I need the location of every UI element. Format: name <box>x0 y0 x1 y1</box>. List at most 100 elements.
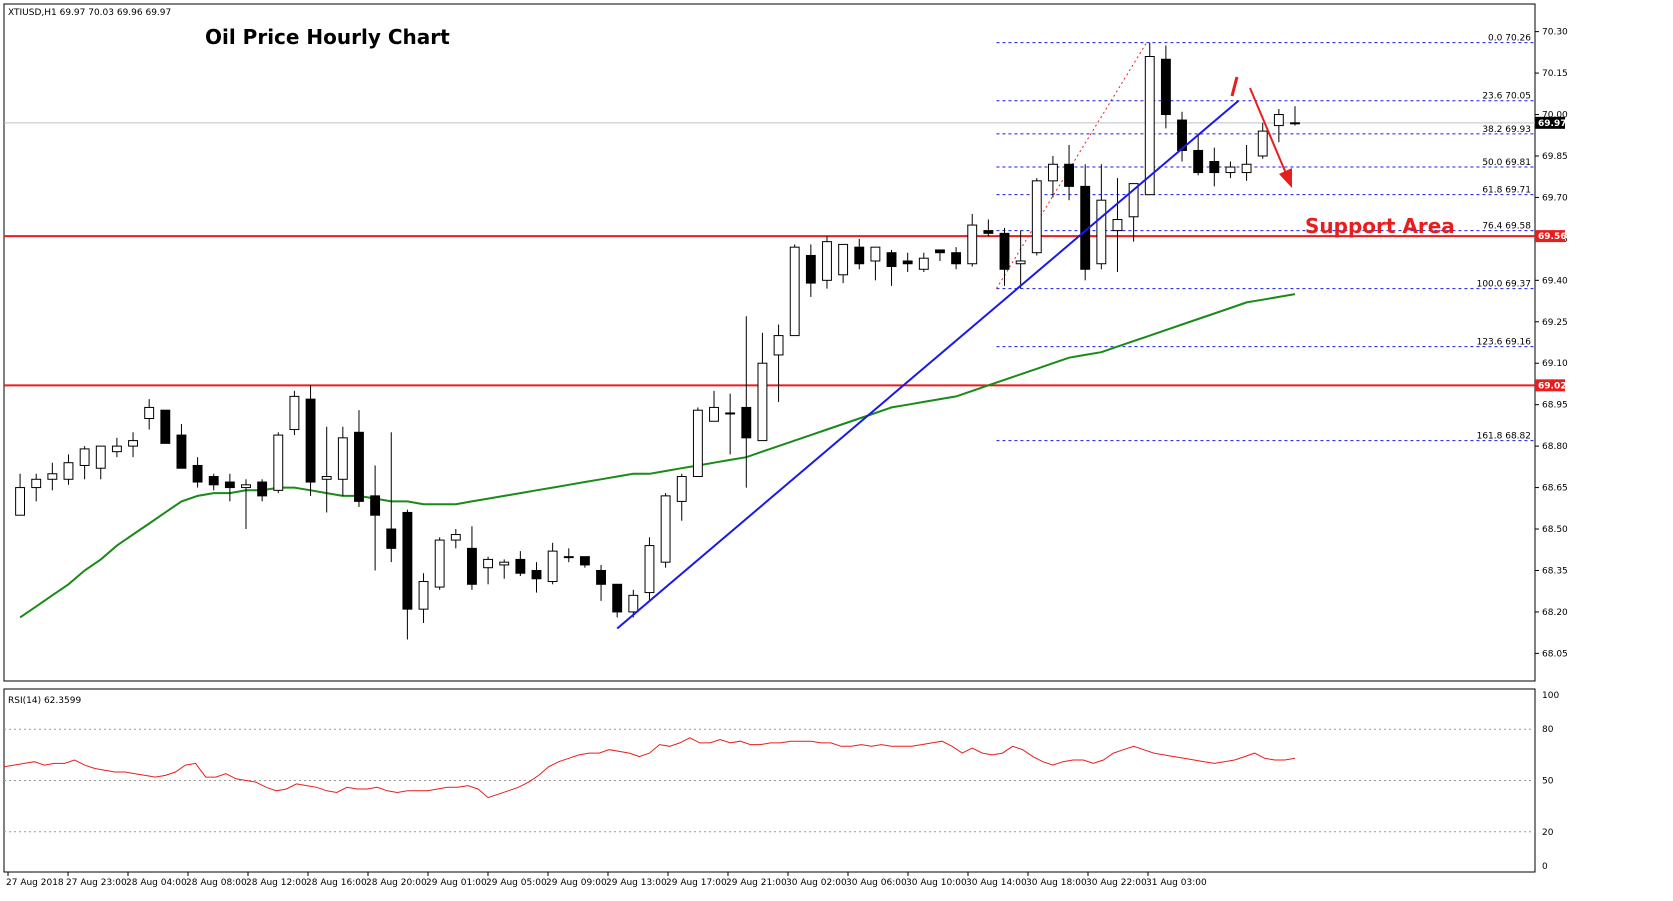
trendline-group <box>616 99 1240 630</box>
fib-label: 161.8 68.82 <box>1477 432 1531 442</box>
y-tick-label: 70.00 <box>1542 111 1568 121</box>
candle-body <box>160 409 171 444</box>
candle <box>434 537 445 590</box>
candle-body <box>854 246 865 265</box>
candle <box>79 446 90 480</box>
candle <box>1241 144 1252 181</box>
candle <box>1225 161 1236 179</box>
fib-label: 0.0 70.26 <box>1488 34 1531 44</box>
candle <box>741 316 752 488</box>
candle <box>257 479 268 502</box>
candle-body <box>676 476 687 502</box>
chart-title: Oil Price Hourly Chart <box>205 25 450 49</box>
candle <box>596 564 606 601</box>
x-tick-label: 31 Aug 03:00 <box>1146 878 1207 888</box>
candle-body <box>805 254 816 284</box>
candle <box>144 399 155 430</box>
candle <box>951 247 962 270</box>
fibonacci-levels: 0.0 70.26 23.6 70.05 38.2 69.93 50.0 69.81 6… <box>4 34 1535 442</box>
candle-body <box>418 581 429 610</box>
x-tick-label: 29 Aug 17:00 <box>666 878 727 888</box>
candle-body <box>886 252 897 268</box>
candle-body <box>1047 163 1058 182</box>
support-price-box <box>1535 230 1565 243</box>
candle-body <box>612 583 623 613</box>
candle <box>370 465 381 571</box>
candle <box>47 462 58 491</box>
candle-body <box>434 539 445 588</box>
candle <box>1290 106 1300 126</box>
y-tick-label: 69.10 <box>1542 359 1568 369</box>
candle-body <box>224 481 235 489</box>
x-tick-label: 28 Aug 04:00 <box>126 878 187 888</box>
candle-body <box>660 495 671 563</box>
candle <box>870 246 881 281</box>
fib-label: 61.8 69.71 <box>1482 186 1531 196</box>
candle <box>692 407 703 478</box>
candle-body <box>902 260 913 265</box>
candle <box>192 457 203 488</box>
candle <box>111 437 122 458</box>
candle <box>1273 109 1284 143</box>
y-tick-label: 70.30 <box>1542 28 1568 38</box>
candle-body <box>257 481 268 497</box>
candle-body <box>128 440 138 447</box>
horizontal-support-lines <box>4 235 1535 387</box>
main-panel-frame <box>3 3 1536 682</box>
candle <box>1209 147 1220 187</box>
candle-body <box>1177 119 1187 151</box>
x-tick-label: 27 Aug 2018 <box>6 878 64 888</box>
candle <box>273 432 284 494</box>
candle <box>547 542 558 585</box>
candle-body <box>273 434 284 491</box>
candle <box>305 385 316 496</box>
rsi-label: RSI(14) 62.3599 <box>8 696 81 706</box>
candle <box>1160 45 1171 129</box>
candle <box>1177 111 1187 162</box>
candle <box>31 473 42 502</box>
candle <box>63 454 74 485</box>
candle-body <box>63 462 74 480</box>
candle-body <box>241 484 251 489</box>
candle <box>321 426 332 513</box>
candle-body <box>1160 58 1171 116</box>
candle-body <box>31 478 42 489</box>
candle-body <box>1290 122 1300 125</box>
candle <box>983 219 994 237</box>
rsi-line <box>3 737 1296 799</box>
trendline <box>616 99 1240 630</box>
candle-body <box>208 476 219 486</box>
x-tick-label: 30 Aug 06:00 <box>846 878 907 888</box>
candle-body <box>967 224 978 265</box>
candle-body <box>822 241 832 281</box>
y-tick-label: 68.80 <box>1542 442 1568 452</box>
x-tick-label: 29 Aug 09:00 <box>546 878 607 888</box>
candle-body <box>983 230 994 234</box>
candle <box>337 426 348 496</box>
candle <box>402 509 413 640</box>
candle-body <box>483 558 494 569</box>
candle-body <box>1193 149 1204 174</box>
candle-body <box>1128 183 1139 218</box>
rsi-level-label: 100 <box>1542 691 1559 701</box>
fib-label: 23.6 70.05 <box>1482 92 1531 102</box>
candle <box>418 573 429 623</box>
projection-arrow-head <box>1279 168 1292 188</box>
fib-label: 100.0 69.37 <box>1477 280 1531 290</box>
candle-body <box>692 409 703 478</box>
candle <box>935 249 945 261</box>
candle-body <box>563 556 574 559</box>
candle <box>1257 122 1268 159</box>
candle <box>854 238 865 270</box>
x-tick-label: 28 Aug 16:00 <box>306 878 367 888</box>
support-price-box <box>1535 379 1565 392</box>
candle-body <box>289 395 300 431</box>
projection-tick <box>1230 76 1239 97</box>
candle-body <box>789 246 800 337</box>
candle-body <box>1144 56 1155 196</box>
candle-body <box>1112 219 1123 232</box>
candle <box>1015 230 1026 289</box>
candle-body <box>999 232 1010 270</box>
candle-body <box>596 569 606 585</box>
